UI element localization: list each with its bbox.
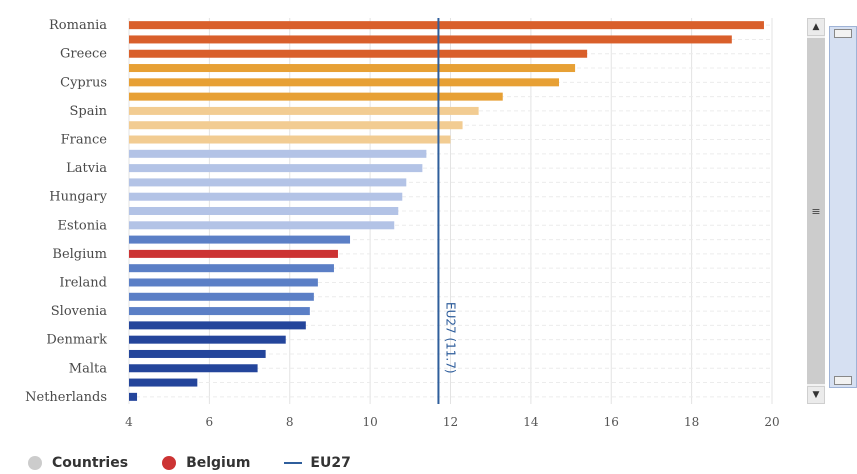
- category-label: Spain: [69, 104, 107, 119]
- category-label: Cyprus: [60, 75, 107, 90]
- bar[interactable]: [129, 249, 338, 258]
- legend-belgium-marker: [162, 456, 177, 470]
- x-tick-label: 16: [604, 415, 619, 429]
- legend-eu27-label: EU27: [310, 455, 351, 471]
- navigator-top-handle[interactable]: [834, 29, 852, 38]
- bar[interactable]: [129, 335, 286, 344]
- x-tick-label: 12: [443, 415, 458, 429]
- bar[interactable]: [129, 192, 403, 201]
- bar[interactable]: [129, 21, 764, 30]
- x-tick-label: 10: [362, 415, 377, 429]
- legend: Countries Belgium EU27: [28, 452, 385, 474]
- vertical-scrollbar[interactable]: ▲ ≡ ▼: [807, 18, 825, 404]
- bar[interactable]: [129, 178, 407, 187]
- category-label: Estonia: [58, 218, 108, 233]
- bar[interactable]: [129, 378, 198, 387]
- bar[interactable]: [129, 207, 399, 215]
- grip-icon: ≡: [811, 204, 821, 218]
- legend-item-belgium[interactable]: Belgium: [162, 455, 250, 471]
- bar[interactable]: [129, 392, 138, 401]
- bar[interactable]: [129, 307, 310, 316]
- legend-belgium-label: Belgium: [186, 455, 251, 471]
- bar[interactable]: [129, 164, 423, 173]
- scroll-up-button[interactable]: ▲: [807, 18, 825, 36]
- category-label: Hungary: [49, 190, 107, 205]
- category-label: Belgium: [52, 247, 107, 262]
- category-label: France: [61, 133, 108, 148]
- bar[interactable]: [129, 292, 314, 301]
- bar[interactable]: [129, 92, 503, 101]
- bar[interactable]: [129, 349, 266, 358]
- legend-item-eu27[interactable]: EU27: [284, 455, 351, 471]
- bar[interactable]: [129, 121, 463, 130]
- x-tick-label: 6: [206, 415, 214, 429]
- legend-countries-marker: [28, 456, 42, 470]
- bar[interactable]: [129, 149, 427, 158]
- arrow-down-icon: ▼: [812, 390, 820, 400]
- navigator-bottom-handle[interactable]: [834, 376, 852, 385]
- bar[interactable]: [129, 321, 306, 330]
- category-label: Romania: [49, 18, 107, 33]
- x-tick-label: 4: [125, 415, 133, 429]
- bar[interactable]: [129, 49, 588, 58]
- category-label: Slovenia: [51, 304, 107, 319]
- category-label: Ireland: [59, 275, 107, 290]
- x-tick-label: 14: [523, 415, 539, 429]
- bar[interactable]: [129, 221, 395, 230]
- scroll-down-button[interactable]: ▼: [807, 386, 825, 404]
- eu27-reference-label: EU27 (11.7): [443, 302, 457, 374]
- x-tick-label: 18: [684, 415, 699, 429]
- legend-countries-label: Countries: [52, 455, 129, 471]
- bar[interactable]: [129, 78, 560, 87]
- scroll-thumb[interactable]: ≡: [807, 38, 825, 384]
- legend-item-countries[interactable]: Countries: [28, 455, 128, 471]
- category-label: Latvia: [66, 161, 107, 176]
- legend-eu27-marker: [284, 462, 303, 464]
- bar-chart: EU27 (11.7) Romania Greece Cyprus Spain Fran…: [25, 18, 780, 429]
- bar[interactable]: [129, 35, 732, 44]
- bar[interactable]: [129, 135, 451, 144]
- bar[interactable]: [129, 64, 576, 73]
- bar[interactable]: [129, 106, 479, 115]
- category-label: Denmark: [46, 333, 107, 348]
- category-label: Netherlands: [25, 390, 107, 405]
- category-label: Greece: [60, 47, 107, 62]
- x-tick-label: 20: [764, 415, 779, 429]
- bar[interactable]: [129, 235, 351, 244]
- bar[interactable]: [129, 364, 258, 373]
- bar[interactable]: [129, 264, 334, 273]
- arrow-up-icon: ▲: [812, 22, 820, 32]
- category-label: Malta: [69, 361, 107, 376]
- navigator-panel[interactable]: [829, 26, 857, 388]
- bar[interactable]: [129, 278, 318, 287]
- x-tick-label: 8: [286, 415, 294, 429]
